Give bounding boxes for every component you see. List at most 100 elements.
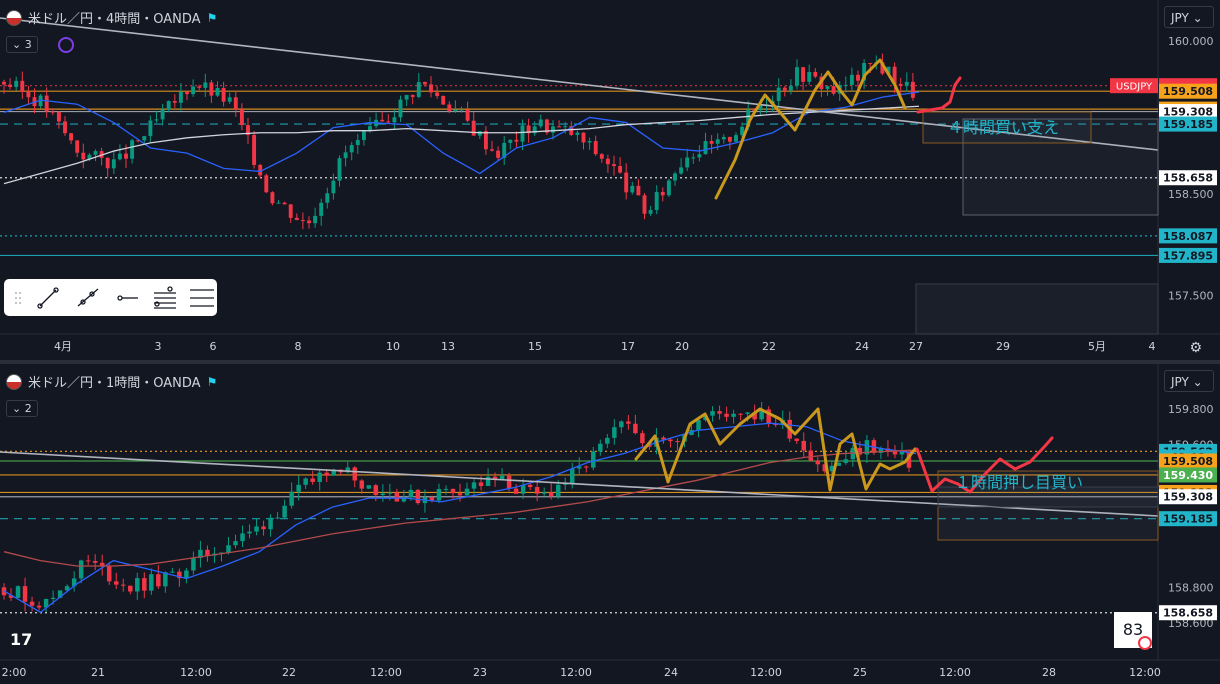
drawing-toolbar[interactable] bbox=[4, 279, 217, 316]
p1-price-tag-label: 159.430 bbox=[1163, 469, 1213, 482]
usdjpy-flag-icon bbox=[6, 9, 22, 26]
chart-pane-1h[interactable]: １時間押し目買い159.800159.600158.800158.600159.… bbox=[0, 364, 1220, 684]
p1-candle-body bbox=[149, 574, 154, 591]
p1-candle-body bbox=[640, 433, 645, 444]
chart-title-4h: 米ドル／円・4時間・OANDA bbox=[28, 12, 201, 27]
p1-candle-body bbox=[584, 466, 589, 468]
p1-candle-body bbox=[99, 562, 105, 567]
p1-candle-body bbox=[85, 560, 91, 562]
settings-gear-icon[interactable]: ⚙ bbox=[1189, 340, 1202, 356]
p0-candle-body bbox=[727, 136, 732, 142]
chart-1h-svg[interactable]: １時間押し目買い159.800159.600158.800158.600159.… bbox=[0, 364, 1220, 684]
p1-candle-body bbox=[506, 475, 512, 489]
p1-x-tick: 2:00 bbox=[2, 666, 27, 679]
p1-x-tick: 21 bbox=[91, 666, 105, 679]
p1-candle-body bbox=[717, 411, 722, 414]
flag-marker-icon[interactable]: ⚑ bbox=[206, 10, 218, 25]
p0-price-tag bbox=[1159, 104, 1217, 120]
p1-candle-body bbox=[731, 413, 736, 417]
p0-x-tick: 24 bbox=[855, 340, 869, 353]
p0-candle-body bbox=[862, 62, 867, 81]
p1-y-tick: 158.800 bbox=[1168, 581, 1214, 594]
p0-candle-body bbox=[63, 121, 67, 134]
p0-candle-body bbox=[471, 120, 476, 136]
p0-candle-body bbox=[715, 139, 720, 144]
p1-candle-body bbox=[471, 482, 477, 489]
currency-label-4h: JPY bbox=[1171, 11, 1189, 25]
p1-x-tick: 12:00 bbox=[750, 666, 782, 679]
chart-pane-4h[interactable]: ４時間買い支え160.000158.500157.500159.56202:42… bbox=[0, 0, 1220, 360]
p0-candle-body bbox=[75, 140, 80, 153]
p0-candle-body bbox=[258, 164, 263, 176]
p1-candle-body bbox=[577, 466, 582, 469]
p1-candle-body bbox=[766, 409, 771, 425]
p1-candle-body bbox=[696, 420, 701, 430]
p0-candle-body bbox=[538, 119, 543, 127]
p1-candle-body bbox=[282, 505, 287, 518]
p0-candle-body bbox=[319, 202, 324, 216]
p1-candle-body bbox=[366, 485, 372, 489]
p1-x-tick: 12:00 bbox=[939, 666, 971, 679]
p1-candle-body bbox=[485, 476, 491, 486]
p1-y-tick: 158.600 bbox=[1168, 617, 1214, 630]
p1-candle-body bbox=[240, 533, 245, 542]
p0-price-tag-label: 157.895 bbox=[1163, 249, 1213, 262]
p0-x-tick: 10 bbox=[386, 340, 400, 353]
chart-header-1h: 米ドル／円・1時間・OANDA ⚑ bbox=[6, 372, 217, 391]
p0-candle-body bbox=[56, 111, 61, 122]
p1-x-tick: 12:00 bbox=[1129, 666, 1161, 679]
p0-x-tick: 3 bbox=[155, 340, 162, 353]
p0-price-tag-label: 158.087 bbox=[1163, 230, 1213, 243]
p1-candle-body bbox=[114, 581, 119, 585]
p0-candle-body bbox=[526, 125, 531, 134]
currency-select-1h[interactable]: JPY ⌄ bbox=[1164, 370, 1214, 392]
p0-x-tick: 29 bbox=[996, 340, 1010, 353]
p1-price-tag bbox=[1159, 453, 1217, 469]
p0-candle-body bbox=[142, 136, 147, 141]
p0-candle-body bbox=[221, 87, 226, 102]
p0-y-tick: 157.500 bbox=[1168, 290, 1214, 303]
p1-x-tick: 12:00 bbox=[180, 666, 212, 679]
loading-spinner-icon bbox=[58, 37, 74, 53]
p0-y-tick: 160.000 bbox=[1168, 35, 1214, 48]
p0-x-tick: 8 bbox=[295, 340, 302, 353]
p1-candle-body bbox=[836, 462, 842, 466]
p1-candle-body bbox=[8, 595, 14, 598]
p0-price-tag bbox=[1159, 170, 1217, 186]
p0-candle-body bbox=[447, 104, 452, 112]
p1-candle-body bbox=[892, 451, 898, 455]
indicator-toggle-4h[interactable]: ⌄ 3 bbox=[6, 36, 38, 53]
p0-candle-body bbox=[648, 210, 653, 214]
p0-candle-body bbox=[904, 81, 909, 86]
p0-candle-body bbox=[825, 86, 830, 90]
ray-tool-icon bbox=[77, 288, 99, 307]
drawing-toolbar-icons bbox=[15, 286, 214, 309]
p1-x-tick: 22 bbox=[282, 666, 296, 679]
p0-candle-body bbox=[270, 192, 275, 204]
p0-candle-body bbox=[636, 185, 641, 196]
flag-marker-icon-2[interactable]: ⚑ bbox=[206, 374, 218, 389]
p1-candle-body bbox=[268, 517, 273, 530]
p1-candle-body bbox=[36, 605, 42, 608]
currency-select-4h[interactable]: JPY ⌄ bbox=[1164, 6, 1214, 28]
p1-candle-body bbox=[499, 475, 505, 480]
p0-candle-body bbox=[660, 192, 665, 196]
p1-candle-body bbox=[352, 467, 358, 481]
p1-candle-body bbox=[857, 447, 863, 455]
p1-candle-body bbox=[436, 489, 442, 501]
p0-candle-body bbox=[898, 83, 903, 86]
p0-x-tick: 15 bbox=[528, 340, 542, 353]
p0-candle-body bbox=[368, 126, 372, 131]
p1-candle-body bbox=[808, 450, 814, 461]
record-icon[interactable] bbox=[1138, 636, 1152, 650]
p1-candle-body bbox=[822, 464, 828, 472]
chart-4h-svg[interactable]: ４時間買い支え160.000158.500157.500159.56202:42… bbox=[0, 0, 1220, 360]
indicator-toggle-1h[interactable]: ⌄ 2 bbox=[6, 400, 38, 417]
p1-candle-body bbox=[359, 480, 365, 489]
pane-divider[interactable] bbox=[0, 360, 1220, 364]
p0-candle-body bbox=[569, 126, 574, 135]
p0-candle-body bbox=[685, 157, 690, 168]
p0-price-tag bbox=[1159, 83, 1217, 99]
p1-candle-body bbox=[619, 421, 624, 428]
corner-count-box: 83 bbox=[1114, 612, 1152, 648]
